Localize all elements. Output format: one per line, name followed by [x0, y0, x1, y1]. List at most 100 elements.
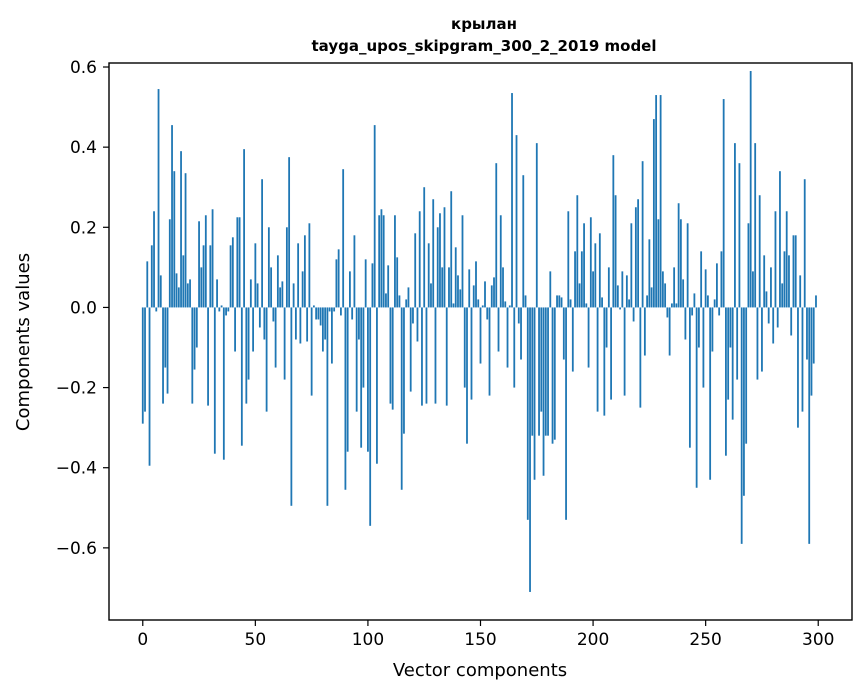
bar-116 — [403, 307, 405, 434]
bar-100 — [367, 307, 369, 452]
bar-42 — [236, 217, 239, 308]
bar-246 — [695, 307, 698, 488]
y-tick-label: 0.6 — [70, 58, 97, 78]
bar-258 — [722, 99, 725, 308]
bar-24 — [195, 307, 198, 348]
bar-29 — [207, 307, 209, 406]
bar-177 — [540, 307, 543, 412]
bar-263 — [734, 143, 736, 308]
bar-93 — [351, 307, 354, 320]
bar-201 — [594, 243, 597, 308]
bar-102 — [371, 263, 374, 308]
bar-138 — [452, 303, 455, 308]
bar-52 — [258, 307, 261, 328]
bar-136 — [448, 267, 450, 308]
bar-171 — [526, 307, 529, 520]
bar-216 — [628, 299, 630, 308]
bar-271 — [752, 271, 754, 308]
bar-143 — [463, 307, 466, 388]
bar-48 — [249, 279, 252, 308]
bar-144 — [466, 307, 468, 444]
bar-91 — [346, 307, 349, 452]
bar-294 — [803, 179, 806, 308]
bar-166 — [515, 135, 518, 308]
bar-286 — [785, 211, 788, 308]
bar-58 — [272, 307, 275, 322]
bar-146 — [470, 307, 473, 400]
bar-226 — [650, 287, 653, 308]
y-axis-ticks: −0.6 −0.4 −0.2 0.0 0.2 0.4 0.6 — [56, 58, 109, 559]
bar-147 — [472, 285, 475, 308]
bar-200 — [592, 271, 594, 308]
bar-12 — [168, 219, 171, 308]
bar-158 — [497, 307, 500, 352]
bar-250 — [704, 269, 707, 308]
bar-8 — [159, 275, 162, 308]
bar-95 — [355, 307, 358, 412]
bar-57 — [270, 267, 273, 308]
bar-46 — [245, 307, 248, 404]
bar-105 — [378, 215, 381, 308]
bar-68 — [294, 307, 297, 340]
bar-180 — [547, 307, 549, 436]
bar-11 — [166, 307, 169, 394]
y-tick-label: 0.0 — [70, 298, 97, 318]
bar-217 — [630, 223, 633, 308]
bar-87 — [337, 249, 340, 308]
bar-153 — [486, 307, 489, 320]
y-tick-label: 0.2 — [70, 218, 97, 238]
bar-20 — [186, 283, 189, 308]
bar-49 — [252, 307, 254, 352]
bar-50 — [254, 243, 257, 308]
bar-224 — [646, 295, 649, 308]
bar-0 — [141, 307, 144, 424]
bar-62 — [281, 281, 284, 308]
bar-252 — [709, 307, 712, 480]
bar-60 — [276, 255, 279, 308]
bar-195 — [580, 251, 583, 308]
bar-31 — [211, 209, 214, 308]
bar-18 — [182, 255, 185, 308]
bar-112 — [394, 215, 396, 308]
bar-277 — [765, 291, 768, 308]
bar-257 — [720, 251, 723, 308]
bar-111 — [391, 307, 394, 410]
bar-203 — [598, 233, 601, 308]
bar-69 — [297, 243, 300, 308]
chart-title-line-1: крылан — [451, 15, 517, 33]
bar-207 — [607, 267, 610, 308]
bar-247 — [698, 307, 700, 348]
bar-137 — [450, 191, 453, 308]
bar-122 — [416, 307, 419, 342]
bar-239 — [679, 219, 682, 308]
bar-274 — [758, 195, 761, 308]
bar-89 — [342, 169, 345, 308]
bar-21 — [189, 279, 191, 308]
bar-32 — [213, 307, 216, 454]
bar-140 — [457, 275, 459, 308]
bar-242 — [686, 223, 689, 308]
bar-25 — [198, 221, 200, 308]
bar-168 — [520, 307, 522, 360]
bar-38 — [227, 307, 230, 312]
bar-55 — [265, 307, 268, 412]
bar-64 — [285, 227, 288, 308]
x-tick-label: 100 — [352, 630, 384, 650]
plot-frame — [108, 62, 853, 621]
bar-73 — [306, 307, 309, 342]
bar-202 — [596, 307, 599, 412]
bar-187 — [562, 307, 565, 360]
bar-77 — [315, 307, 318, 320]
bar-86 — [335, 259, 338, 308]
bar-56 — [267, 227, 270, 308]
bar-191 — [571, 307, 574, 372]
bar-265 — [738, 163, 741, 308]
bar-103 — [373, 125, 376, 308]
bar-273 — [756, 307, 759, 380]
bar-5 — [153, 211, 155, 308]
bar-296 — [808, 307, 811, 544]
y-tick-label: −0.6 — [56, 539, 97, 559]
bar-92 — [349, 271, 351, 308]
bar-119 — [409, 307, 412, 392]
